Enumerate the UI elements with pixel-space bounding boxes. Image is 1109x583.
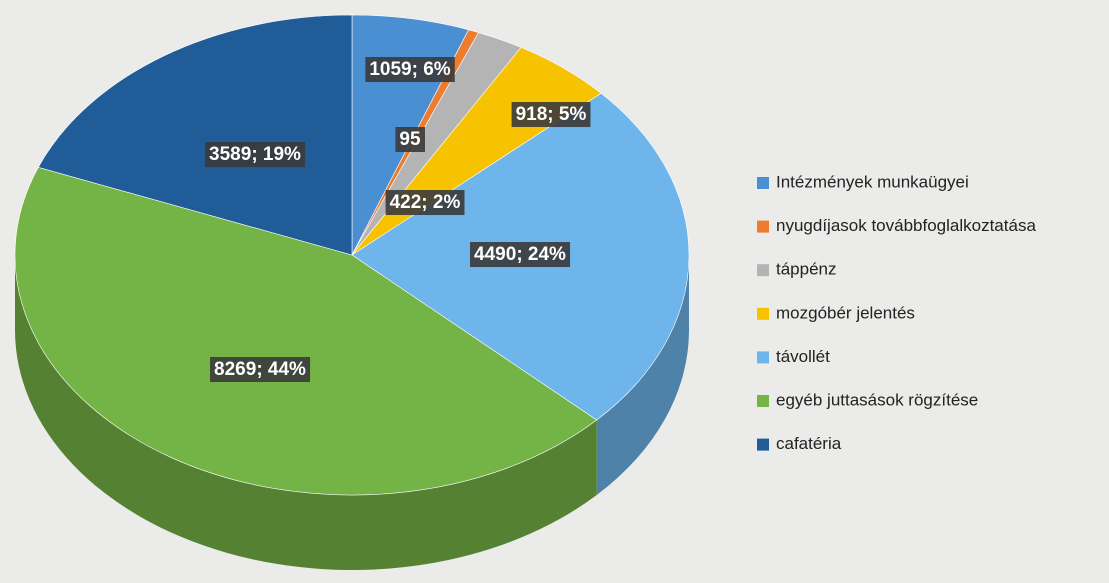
label-box	[470, 242, 571, 268]
label-box	[365, 57, 455, 83]
legend-label: mozgóbér jelentés	[776, 303, 915, 322]
slice	[14, 166, 598, 496]
label-box	[205, 142, 306, 168]
legend-label: cafatéria	[776, 434, 842, 453]
label-box	[210, 357, 311, 383]
legend-swatch	[757, 438, 769, 451]
label-box	[511, 102, 591, 128]
legend-swatch	[757, 177, 769, 189]
legend-label: egyéb juttasások rögzítése	[776, 390, 978, 409]
legend-swatch	[757, 307, 769, 320]
data-label: 1059; 6%	[365, 57, 455, 83]
legend-label: nyugdíjasok továbbfoglalkoztatása	[776, 216, 1036, 235]
legend-label: távollét	[776, 347, 830, 366]
legend-label: táppénz	[776, 260, 837, 279]
data-label: 422; 2%	[385, 190, 465, 216]
slice	[37, 14, 353, 256]
slice-side	[14, 255, 597, 571]
legend-swatch	[757, 395, 769, 407]
data-label: 4490; 24%	[470, 242, 571, 268]
data-label: 95	[395, 127, 425, 153]
data-label: 8269; 44%	[210, 357, 311, 383]
data-label: 3589; 19%	[205, 142, 306, 168]
label-box	[385, 190, 465, 216]
label-text: 422; 2%	[390, 192, 461, 213]
legend-label: Intézmények munkaügyei	[776, 172, 969, 191]
label-text: 8269; 44%	[214, 359, 306, 380]
slice-side	[596, 255, 689, 496]
legend-swatch	[757, 264, 769, 277]
legend-swatch	[757, 220, 769, 233]
data-label: 918; 5%	[511, 102, 591, 128]
label-text: 95	[399, 129, 421, 150]
label-text: 1059; 6%	[369, 59, 450, 80]
label-text: 3589; 19%	[209, 144, 301, 165]
label-text: 4490; 24%	[474, 244, 566, 265]
legend-swatch	[757, 351, 769, 364]
label-box	[395, 127, 425, 153]
label-text: 918; 5%	[516, 104, 587, 125]
